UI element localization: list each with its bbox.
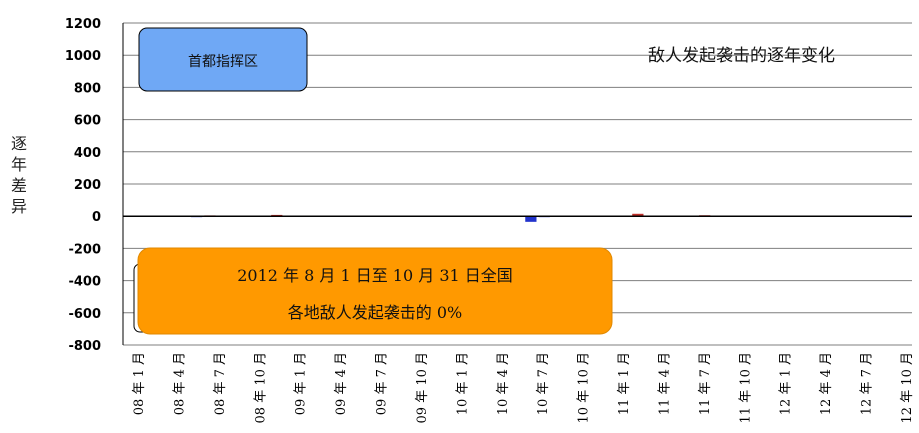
- axes: [122, 23, 912, 345]
- x-tick-label: 09 年 1 月: [294, 352, 309, 415]
- annotation-blue-box: 首都指挥区: [138, 27, 308, 92]
- x-tick-label: 11 年 10 月: [738, 352, 753, 423]
- x-tick-label: 11 年 4 月: [657, 352, 672, 415]
- x-tick-label: 08 年 1 月: [132, 352, 147, 415]
- x-tick-label: 10 年 10 月: [577, 352, 592, 423]
- y-tick-label: -200: [68, 242, 101, 257]
- x-tick-label: 09 年 10 月: [415, 352, 430, 423]
- x-tick-label: 12 年 7 月: [860, 352, 875, 415]
- x-tick-label: 10 年 7 月: [536, 352, 551, 415]
- y-tick-label: 400: [74, 146, 101, 161]
- x-tick-label: 12 年 1 月: [779, 352, 794, 415]
- x-tick-label: 08 年 10 月: [253, 352, 268, 423]
- bar: [525, 216, 537, 222]
- y-tick-labels: 1200 1000 800 600 400 200 0 -200 -400 -600 -800: [65, 17, 101, 354]
- y-tick-label: 1200: [65, 17, 101, 32]
- x-tick-label: 09 年 4 月: [334, 352, 349, 415]
- x-tick-label: 12 年 4 月: [819, 352, 834, 415]
- annotation-blue-text: 首都指挥区: [188, 54, 258, 70]
- x-tick-label: 10 年 4 月: [496, 352, 511, 415]
- bar: [632, 213, 644, 217]
- y-tick-label: -800: [68, 339, 101, 354]
- y-tick-label: 800: [74, 81, 101, 96]
- y-tick-label: 200: [74, 178, 101, 193]
- y-axis-label-char: 异: [11, 197, 27, 216]
- annotation-orange-line-2: 各地敌人发起袭击的 0%: [288, 303, 462, 322]
- y-tick-label: -400: [68, 275, 101, 290]
- y-axis-label-char: 年: [11, 155, 27, 174]
- x-tick-label: 11 年 7 月: [698, 352, 713, 415]
- y-axis-label-char: 逐: [11, 134, 27, 153]
- y-axis-label-char: 差: [11, 176, 27, 195]
- y-tick-label: 1000: [65, 49, 101, 64]
- annotation-orange-rect: [137, 247, 613, 335]
- x-tick-label: 08 年 4 月: [172, 352, 187, 415]
- y-tick-label: -600: [68, 307, 101, 322]
- bars: [124, 213, 911, 222]
- x-tick-label: 09 年 7 月: [375, 352, 390, 415]
- annotation-orange-box: 2012 年 8 月 1 日至 10 月 31 日全国 各地敌人发起袭击的 0%: [133, 247, 613, 335]
- x-tick-label: 08 年 7 月: [213, 352, 228, 415]
- y-tick-label: 600: [74, 114, 101, 129]
- annotation-blue-rect: [138, 27, 308, 92]
- chart-title: 敌人发起袭击的逐年变化: [648, 46, 835, 66]
- x-tick-label: 12 年 10 月: [900, 352, 915, 423]
- annotation-orange-line-1: 2012 年 8 月 1 日至 10 月 31 日全国: [237, 266, 513, 285]
- y-tick-label: 0: [92, 210, 101, 225]
- x-tick-label: 10 年 1 月: [455, 352, 470, 415]
- x-tick-labels: 08 年 1 月 08 年 4 月 08 年 7 月 08 年 10 月 09 年 1 …: [132, 352, 915, 423]
- x-tick-label: 11 年 1 月: [617, 352, 632, 415]
